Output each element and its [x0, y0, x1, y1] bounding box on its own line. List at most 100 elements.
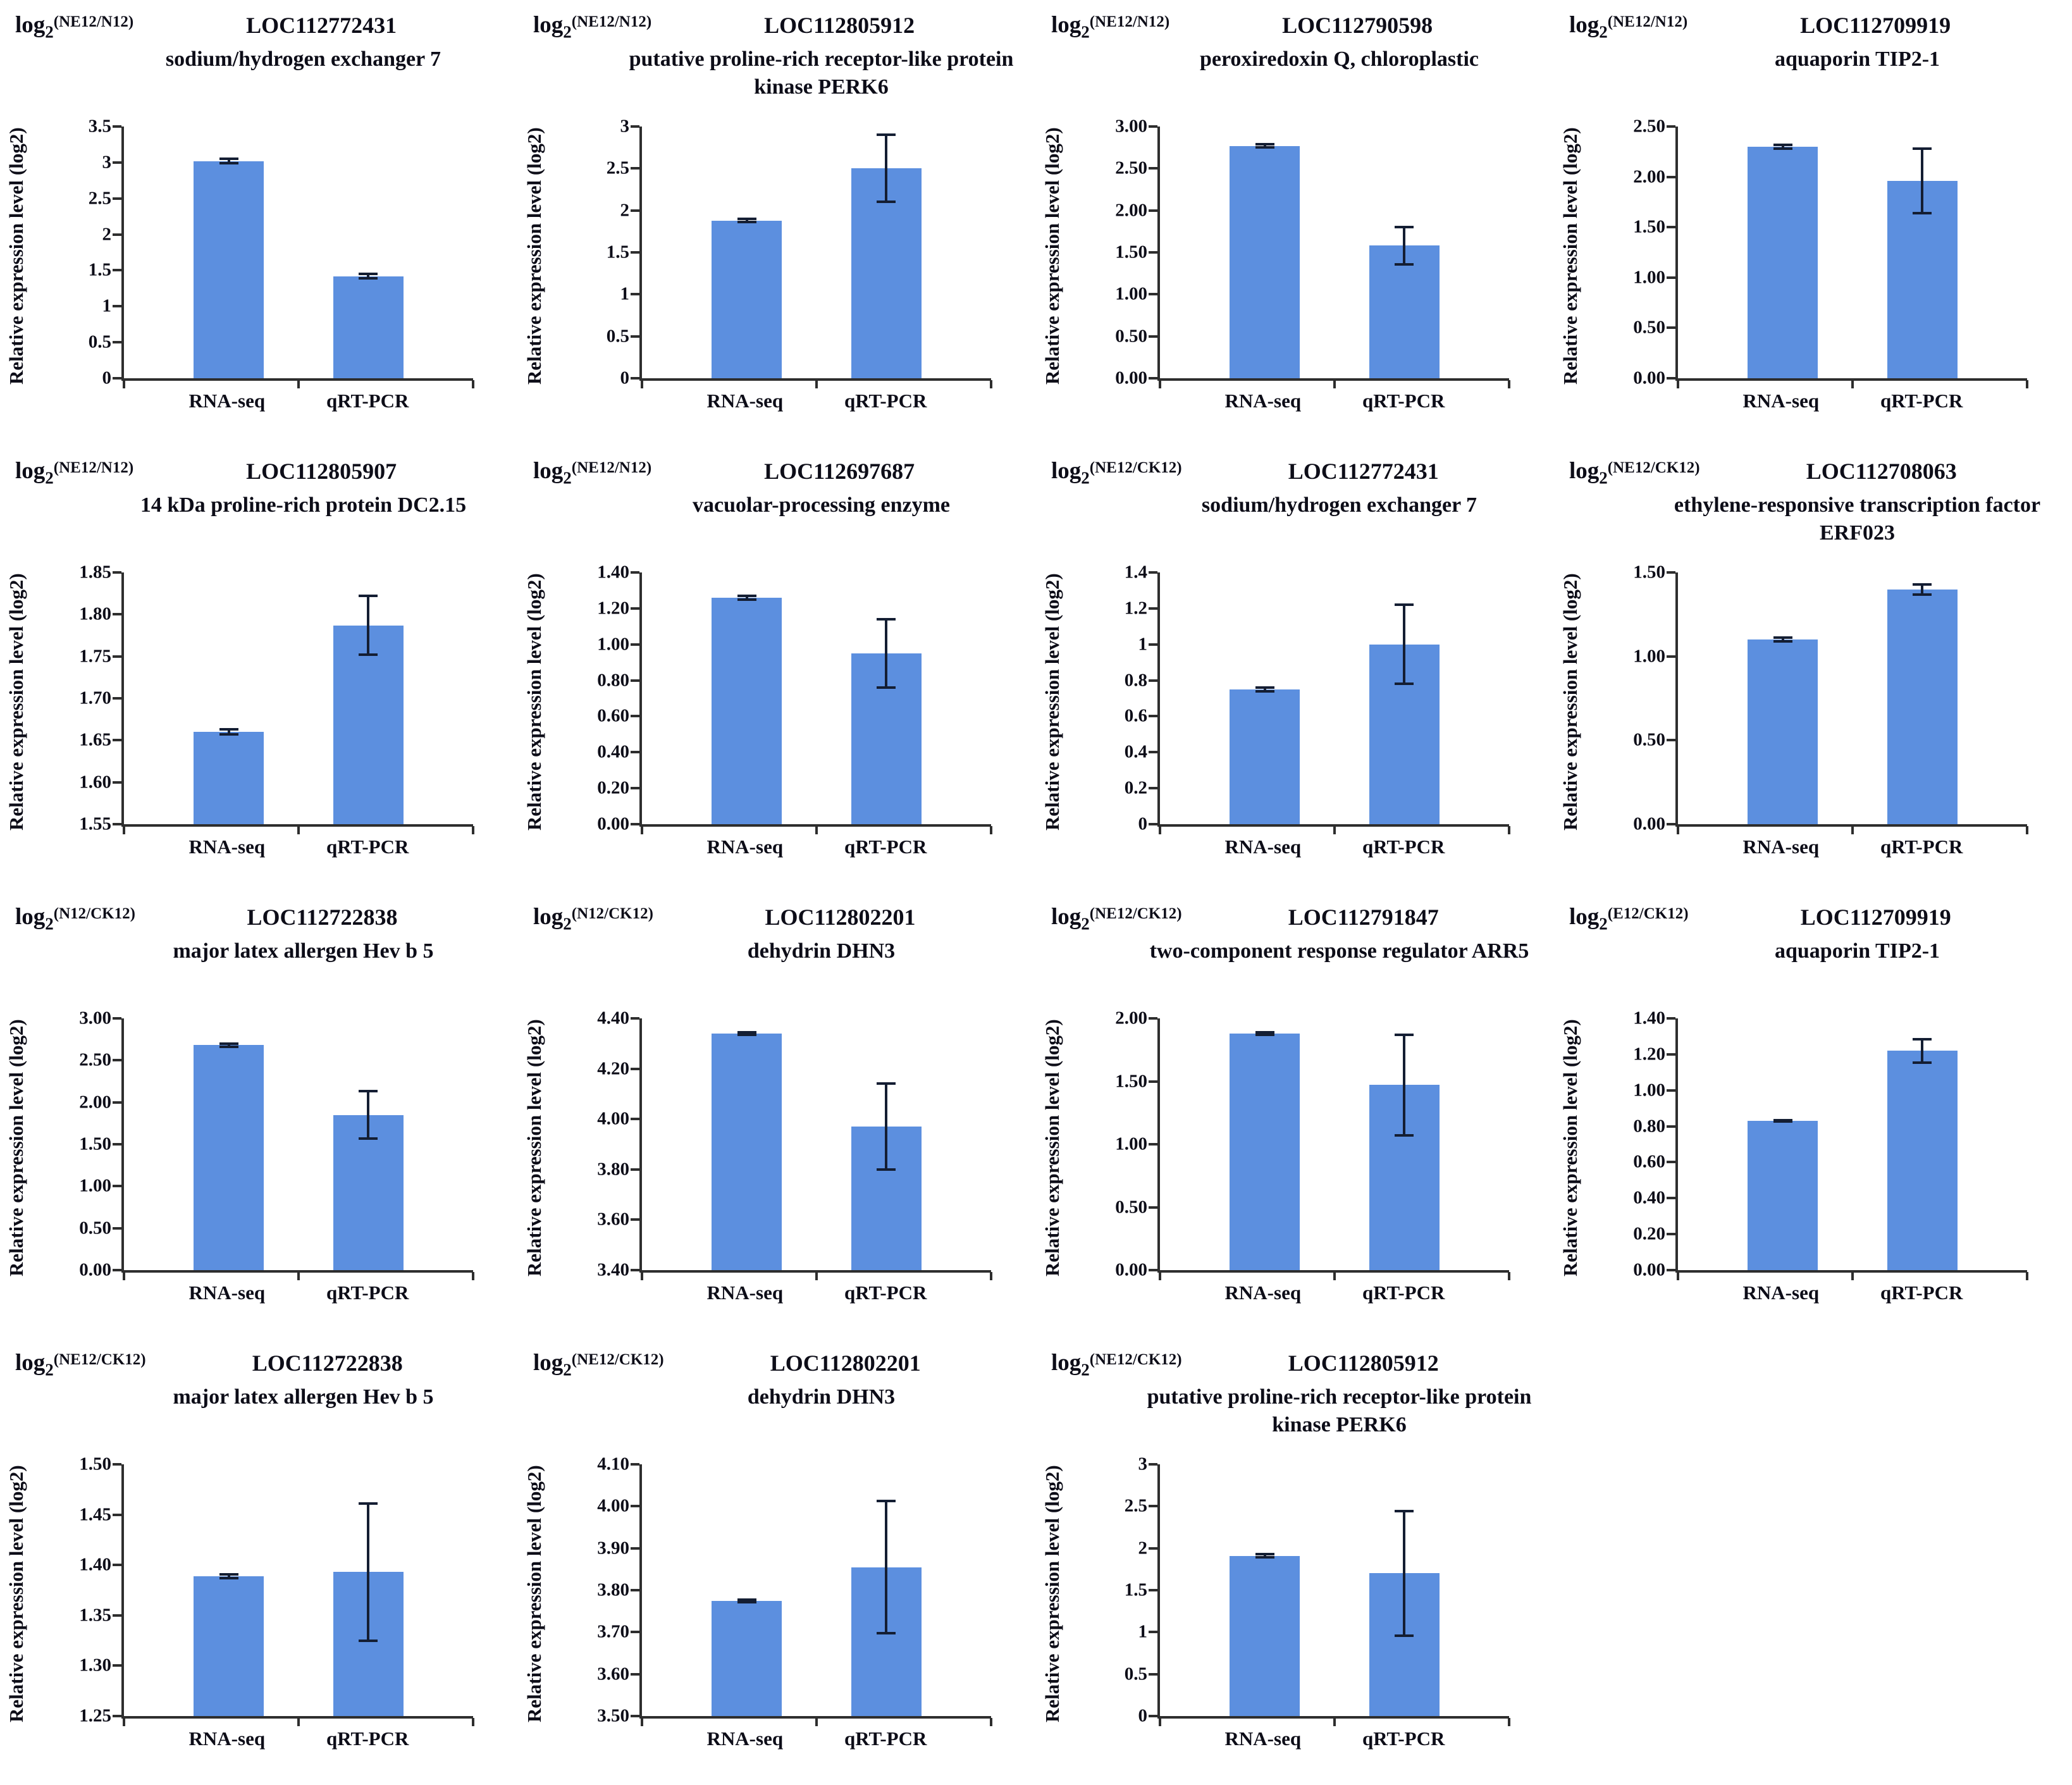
y-tick-label: 0.40: [597, 741, 629, 762]
chart-header: log2(NE12/CK12) LOC112722838 major latex…: [0, 1338, 518, 1464]
y-tick-mark: [1667, 1269, 1675, 1271]
error-bar: [745, 218, 748, 223]
bar-qrt-pcr: [333, 625, 404, 824]
log2-ratio-label: log2(NE12/N12): [533, 12, 652, 42]
y-tick-label: 3.60: [597, 1209, 629, 1230]
y-tick-label: 1.50: [79, 1133, 111, 1154]
gene-id-title: LOC112802201: [765, 905, 916, 930]
y-tick-label: 2.50: [1633, 116, 1665, 137]
expression-bar-chart: log2(NE12/N12) LOC112772431 sodium/hydro…: [0, 0, 518, 446]
y-tick-label: 0.50: [1115, 1197, 1147, 1217]
y-axis-label: Relative expression level (log2): [5, 1465, 27, 1723]
error-bar-cap: [219, 1046, 238, 1049]
x-tick-mark: [297, 380, 300, 388]
y-tick-mark: [631, 751, 639, 754]
y-tick-mark: [113, 823, 121, 825]
category-label-rna-seq: RNA-seq: [1224, 836, 1302, 858]
bar-rna-seq: [1748, 639, 1818, 824]
x-tick-mark: [1508, 1718, 1510, 1726]
error-bar-cap: [737, 594, 756, 597]
bar-rna-seq: [1230, 1555, 1300, 1716]
y-tick-mark: [631, 643, 639, 646]
x-tick-mark: [1851, 380, 1854, 388]
y-tick-mark: [1149, 1672, 1157, 1676]
y-tick-label: 1.50: [1633, 216, 1665, 237]
y-tick-mark: [1149, 823, 1157, 825]
error-bar-cap: [1255, 142, 1274, 145]
y-tick-mark: [631, 1218, 639, 1221]
category-label-qrt-pcr: qRT-PCR: [1362, 836, 1445, 858]
x-tick-mark: [1159, 380, 1161, 388]
x-tick-mark: [990, 380, 992, 388]
log2-ratio-label: log2(NE12/N12): [1569, 12, 1688, 42]
plot-area: 1.85 1.80 1.75 1.70 1.65 1.60 1.55: [79, 562, 474, 834]
y-tick-label: 1.50: [1633, 562, 1665, 583]
error-bar: [885, 1084, 888, 1170]
expression-bar-chart: log2(NE12/CK12) LOC112802201 dehydrin DH…: [518, 1338, 1036, 1784]
y-tick-mark: [1667, 1089, 1675, 1092]
x-axis-labels: RNA-seq qRT-PCR: [121, 827, 473, 863]
plot-area: 3 2.5 2 1.5 1 0.5 0: [1125, 1454, 1510, 1726]
bar-qrt-pcr: [1887, 589, 1958, 824]
y-tick-mark: [113, 1614, 121, 1617]
y-tick-label: 1.65: [79, 729, 111, 750]
y-tick-mark: [631, 1118, 639, 1121]
y-tick-mark: [631, 1672, 639, 1676]
error-bar: [227, 1043, 230, 1047]
chart-header: log2(NE12/CK12) LOC112791847 two-compone…: [1036, 892, 1554, 1018]
error-bar-cap: [1913, 211, 1932, 214]
expression-bar-chart: log2(N12/CK12) LOC112722838 major latex …: [0, 892, 518, 1338]
y-tick-mark: [631, 1067, 639, 1070]
x-tick-mark: [1677, 1272, 1679, 1280]
y-tick-mark: [113, 1226, 121, 1230]
error-bar-cap: [1255, 1556, 1274, 1559]
x-axis-labels: RNA-seq qRT-PCR: [639, 827, 991, 863]
y-tick-label: 4.00: [597, 1495, 629, 1516]
error-bar-cap: [1255, 689, 1274, 693]
expression-bar-chart: log2(NE12/CK12) LOC112772431 sodium/hydr…: [1036, 446, 1554, 892]
error-bar-cap: [737, 1600, 756, 1603]
chart-header: log2(NE12/CK12) LOC112805912 putative pr…: [1036, 1338, 1554, 1464]
y-tick-mark: [631, 1631, 639, 1634]
y-tick-mark: [631, 1269, 639, 1271]
x-tick-mark: [1333, 380, 1336, 388]
error-bar-cap: [359, 595, 378, 598]
y-tick-label: 3: [1138, 1454, 1148, 1474]
y-tick-label: 1.20: [597, 598, 629, 619]
error-bar-cap: [219, 1042, 238, 1045]
y-tick-mark: [1149, 1631, 1157, 1634]
y-tick-label: 1.00: [597, 634, 629, 655]
gene-name-subtitle: putative proline-rich receptor-like prot…: [629, 47, 1014, 99]
y-tick-mark: [1667, 739, 1675, 742]
chart-header: log2(NE12/N12) LOC112697687 vacuolar-pro…: [518, 446, 1036, 572]
error-bar-cap: [359, 653, 378, 657]
category-label-qrt-pcr: qRT-PCR: [844, 1282, 927, 1304]
y-tick-mark: [1149, 715, 1157, 718]
error-bar-cap: [1913, 1037, 1932, 1041]
x-tick-mark: [641, 1718, 643, 1726]
y-tick-label: 3.50: [597, 1705, 629, 1726]
x-tick-mark: [1333, 1718, 1336, 1726]
y-tick-label: 1.75: [79, 646, 111, 667]
error-bar-cap: [1773, 147, 1792, 151]
x-axis-labels: RNA-seq qRT-PCR: [1675, 1273, 2027, 1309]
log2-ratio-label: log2(NE12/CK12): [1051, 458, 1182, 488]
error-bar-cap: [219, 158, 238, 161]
y-tick-mark: [1149, 1505, 1157, 1508]
category-label-qrt-pcr: qRT-PCR: [1880, 836, 1963, 858]
category-label-rna-seq: RNA-seq: [188, 390, 266, 412]
y-tick-mark: [631, 251, 639, 254]
x-tick-mark: [1333, 826, 1336, 834]
y-tick-mark: [631, 293, 639, 296]
error-bar: [1263, 687, 1266, 691]
y-tick-label: 1.80: [79, 603, 111, 624]
y-tick-label: 1.45: [79, 1504, 111, 1525]
log2-ratio-label: log2(NE12/N12): [1051, 12, 1170, 42]
category-label-rna-seq: RNA-seq: [1224, 390, 1302, 412]
x-tick-mark: [2026, 380, 2028, 388]
expression-bar-chart: log2(NE12/CK12) LOC112791847 two-compone…: [1036, 892, 1554, 1338]
error-bar-cap: [219, 1572, 238, 1576]
y-tick-mark: [1149, 1080, 1157, 1083]
error-bar-cap: [1773, 143, 1792, 146]
